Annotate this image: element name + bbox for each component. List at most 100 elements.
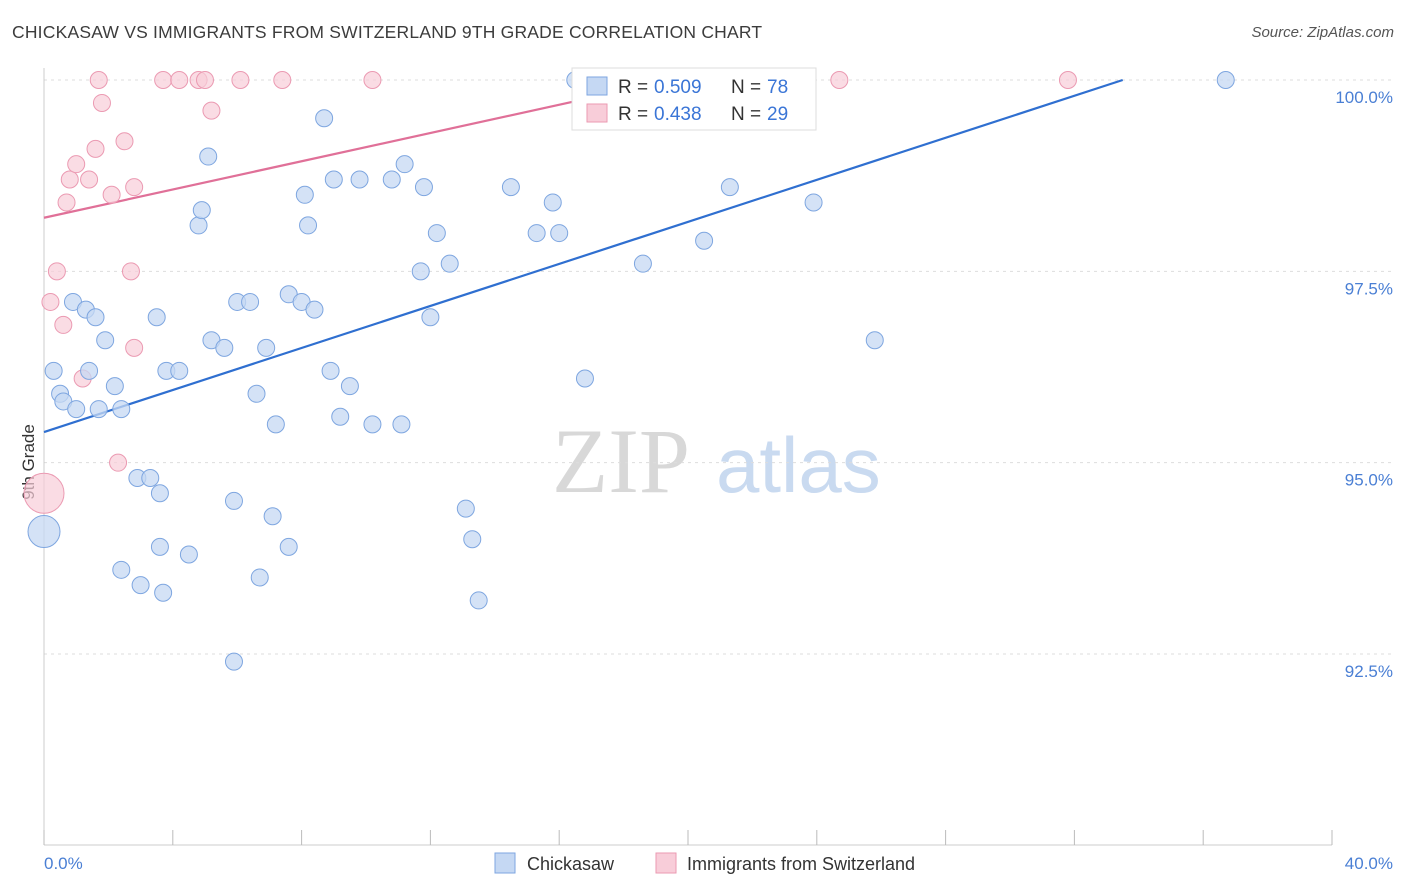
point-switzerland (115, 132, 134, 151)
y-tick-label: 97.5% (1345, 279, 1393, 298)
point-switzerland (57, 193, 76, 212)
point-chickasaw (804, 193, 823, 212)
point-chickasaw (340, 377, 359, 396)
point-switzerland (121, 262, 140, 281)
point-chickasaw (440, 254, 459, 273)
point-chickasaw (67, 400, 86, 419)
y-tick-labels: 100.0% 97.5% 95.0% 92.5% (1335, 88, 1393, 681)
point-chickasaw (150, 484, 169, 503)
stats-r-label-blue: R = (618, 77, 648, 98)
y-tick-label: 95.0% (1345, 471, 1393, 490)
point-switzerland (830, 71, 849, 89)
point-chickasaw (279, 537, 298, 556)
trend-line-chickasaw (43, 78, 1124, 434)
point-switzerland (54, 315, 73, 334)
stats-n-label-pink: N = (731, 104, 761, 125)
legend-swatch-chickasaw (494, 852, 516, 874)
point-chickasaw (321, 361, 340, 380)
point-chickasaw (215, 338, 234, 357)
point-chickasaw (550, 224, 569, 243)
point-switzerland (202, 101, 221, 120)
stats-n-value-blue: 78 (767, 77, 788, 98)
point-switzerland (109, 453, 128, 472)
point-chickasaw (89, 400, 108, 419)
point-switzerland (102, 185, 121, 204)
y-tick-label: 92.5% (1345, 662, 1393, 681)
point-chickasaw (720, 178, 739, 197)
point-chickasaw (189, 216, 208, 235)
point-switzerland (67, 155, 86, 174)
point-switzerland (363, 71, 382, 89)
point-chickasaw (86, 308, 105, 327)
point-switzerland (170, 71, 189, 89)
stats-swatch-blue (586, 76, 608, 96)
point-chickasaw (112, 560, 131, 579)
point-chickasaw (299, 216, 318, 235)
point-switzerland (47, 262, 66, 281)
point-chickasaw (131, 576, 150, 595)
point-switzerland (80, 170, 99, 189)
point-chickasaw (80, 361, 99, 380)
point-chickasaw (501, 178, 520, 197)
point-chickasaw (199, 147, 218, 166)
legend-label-switzerland: Immigrants from Switzerland (687, 854, 915, 874)
point-switzerland (60, 170, 79, 189)
stats-r-label-pink: R = (618, 104, 648, 125)
point-switzerland (125, 338, 144, 357)
point-chickasaw (105, 377, 124, 396)
point-chickasaw (263, 507, 282, 526)
point-chickasaw (427, 224, 446, 243)
point-switzerland (196, 71, 214, 89)
point-chickasaw (382, 170, 401, 189)
point-chickasaw (96, 331, 115, 350)
point-chickasaw (414, 178, 433, 197)
stats-legend: R = 0.509 N = 78 R = 0.438 N = 29 (571, 67, 817, 131)
point-chickasaw (315, 109, 334, 128)
stats-swatch-pink (586, 103, 608, 123)
x-tick-label-min: 0.0% (44, 854, 83, 873)
point-chickasaw (463, 530, 482, 549)
point-chickasaw (575, 369, 594, 388)
watermark: ZIP atlas (552, 410, 881, 512)
stats-n-value-pink: 29 (767, 104, 788, 125)
stats-r-value-pink: 0.438 (654, 104, 702, 125)
x-axis-ticks (43, 830, 1333, 845)
point-chickasaw (865, 331, 884, 350)
point-switzerland (125, 178, 144, 197)
point-chickasaw (247, 384, 266, 403)
point-switzerland (273, 71, 292, 89)
point-chickasaw (241, 292, 260, 311)
point-switzerland (89, 71, 108, 89)
point-chickasaw (411, 262, 430, 281)
point-chickasaw (395, 155, 414, 174)
point-chickasaw (331, 407, 350, 426)
watermark-zip: ZIP (552, 410, 690, 512)
trend-lines (43, 78, 1124, 434)
point-switzerland (86, 139, 105, 158)
data-points (23, 71, 1235, 671)
point-chickasaw (150, 537, 169, 556)
point-switzerland (23, 472, 65, 514)
x-tick-label-max: 40.0% (1345, 854, 1393, 873)
watermark-atlas: atlas (716, 421, 881, 509)
stats-r-value-blue: 0.509 (654, 77, 702, 98)
y-tick-label: 100.0% (1335, 88, 1393, 107)
legend-swatch-switzerland (655, 852, 677, 874)
point-chickasaw (257, 338, 276, 357)
point-chickasaw (154, 583, 173, 602)
point-switzerland (41, 292, 60, 311)
point-chickasaw (192, 201, 211, 220)
point-chickasaw (295, 185, 314, 204)
point-chickasaw (363, 415, 382, 434)
point-chickasaw (224, 652, 243, 671)
point-chickasaw (147, 308, 166, 327)
point-chickasaw (695, 231, 714, 250)
point-chickasaw (469, 591, 488, 610)
point-chickasaw (633, 254, 652, 273)
point-chickasaw (27, 515, 61, 549)
point-chickasaw (421, 308, 440, 327)
point-chickasaw (112, 400, 131, 419)
point-chickasaw (266, 415, 285, 434)
point-chickasaw (141, 468, 160, 487)
